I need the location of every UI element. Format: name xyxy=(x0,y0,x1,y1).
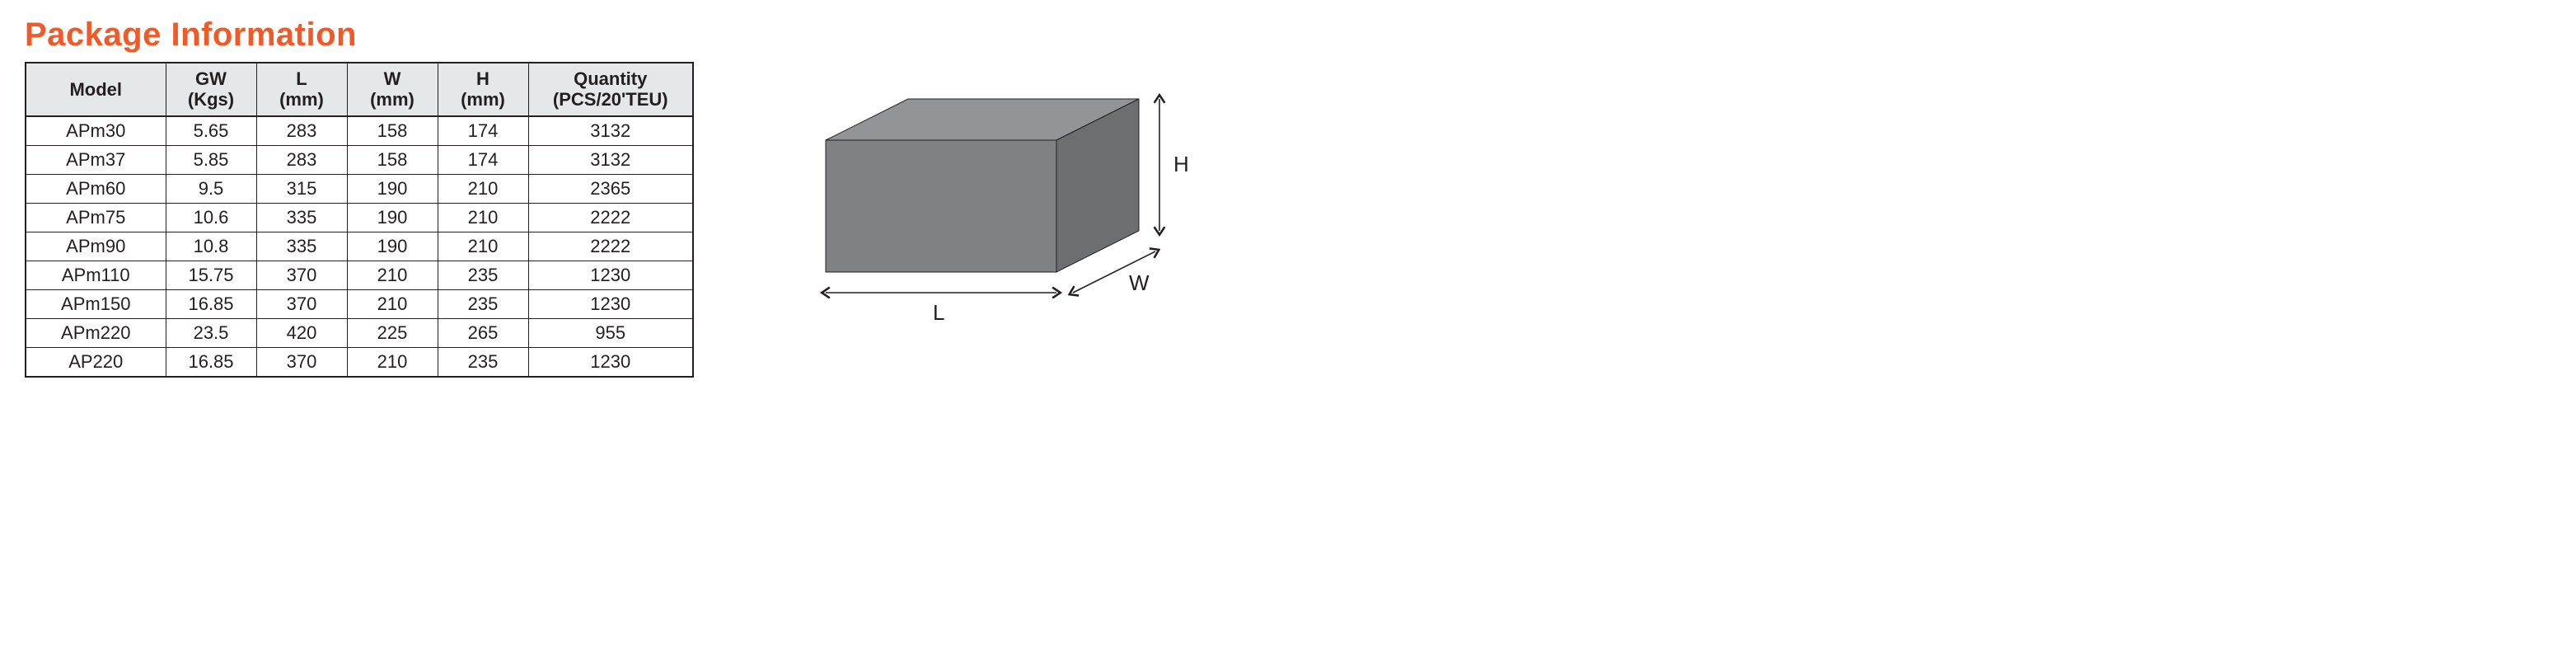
table-cell: 2222 xyxy=(528,232,693,261)
table-row: APm15016.853702102351230 xyxy=(26,289,693,318)
table-cell: 23.5 xyxy=(166,318,256,347)
table-row: APm22023.5420225265955 xyxy=(26,318,693,347)
box-diagram: H W L xyxy=(793,74,1221,342)
table-cell: APm30 xyxy=(26,116,166,146)
table-cell: 2365 xyxy=(528,174,693,203)
table-row: APm9010.83351902102222 xyxy=(26,232,693,261)
table-cell: 370 xyxy=(256,347,347,377)
table-row: APm11015.753702102351230 xyxy=(26,261,693,289)
table-cell: 5.65 xyxy=(166,116,256,146)
col-gw: GW (Kgs) xyxy=(166,63,256,116)
table-cell: APm150 xyxy=(26,289,166,318)
table-cell: 370 xyxy=(256,261,347,289)
table-cell: APm37 xyxy=(26,145,166,174)
table-cell: 190 xyxy=(347,203,438,232)
table-cell: 210 xyxy=(438,232,528,261)
col-l: L (mm) xyxy=(256,63,347,116)
table-cell: 235 xyxy=(438,289,528,318)
table-cell: 10.6 xyxy=(166,203,256,232)
col-w: W (mm) xyxy=(347,63,438,116)
table-cell: 190 xyxy=(347,174,438,203)
table-cell: 2222 xyxy=(528,203,693,232)
table-cell: 16.85 xyxy=(166,289,256,318)
table-cell: 235 xyxy=(438,261,528,289)
col-qty: Quantity (PCS/20'TEU) xyxy=(528,63,693,116)
table-cell: APm220 xyxy=(26,318,166,347)
table-cell: 190 xyxy=(347,232,438,261)
table-cell: 5.85 xyxy=(166,145,256,174)
table-cell: APm90 xyxy=(26,232,166,261)
table-row: APm305.652831581743132 xyxy=(26,116,693,146)
table-cell: 1230 xyxy=(528,261,693,289)
box-front-face xyxy=(826,140,1056,272)
table-row: APm7510.63351902102222 xyxy=(26,203,693,232)
dim-l-label: L xyxy=(933,300,944,325)
table-cell: 335 xyxy=(256,203,347,232)
table-cell: 225 xyxy=(347,318,438,347)
table-cell: 210 xyxy=(347,261,438,289)
section-title: Package Information xyxy=(25,16,694,54)
table-cell: 315 xyxy=(256,174,347,203)
table-cell: 158 xyxy=(347,145,438,174)
table-cell: 1230 xyxy=(528,347,693,377)
table-cell: APm60 xyxy=(26,174,166,203)
table-cell: 370 xyxy=(256,289,347,318)
dim-w-label: W xyxy=(1129,270,1150,295)
table-cell: 16.85 xyxy=(166,347,256,377)
col-model: Model xyxy=(26,63,166,116)
table-cell: 955 xyxy=(528,318,693,347)
table-cell: 174 xyxy=(438,116,528,146)
table-cell: 3132 xyxy=(528,116,693,146)
table-row: APm375.852831581743132 xyxy=(26,145,693,174)
table-cell: 335 xyxy=(256,232,347,261)
package-table: Model GW (Kgs) L (mm) W (mm) xyxy=(25,62,694,378)
table-cell: 10.8 xyxy=(166,232,256,261)
table-cell: 3132 xyxy=(528,145,693,174)
table-cell: 420 xyxy=(256,318,347,347)
table-cell: 210 xyxy=(347,289,438,318)
table-cell: 210 xyxy=(438,203,528,232)
dim-h-label: H xyxy=(1173,152,1189,176)
table-cell: APm110 xyxy=(26,261,166,289)
table-cell: 283 xyxy=(256,116,347,146)
table-body: APm305.652831581743132APm375.85283158174… xyxy=(26,116,693,377)
table-header-row: Model GW (Kgs) L (mm) W (mm) xyxy=(26,63,693,116)
table-cell: 158 xyxy=(347,116,438,146)
table-cell: 235 xyxy=(438,347,528,377)
table-cell: AP220 xyxy=(26,347,166,377)
table-row: APm609.53151902102365 xyxy=(26,174,693,203)
table-cell: 210 xyxy=(438,174,528,203)
table-cell: 283 xyxy=(256,145,347,174)
table-cell: APm75 xyxy=(26,203,166,232)
col-h: H (mm) xyxy=(438,63,528,116)
table-cell: 210 xyxy=(347,347,438,377)
table-cell: 174 xyxy=(438,145,528,174)
table-cell: 15.75 xyxy=(166,261,256,289)
table-cell: 265 xyxy=(438,318,528,347)
table-cell: 1230 xyxy=(528,289,693,318)
table-row: AP22016.853702102351230 xyxy=(26,347,693,377)
table-cell: 9.5 xyxy=(166,174,256,203)
